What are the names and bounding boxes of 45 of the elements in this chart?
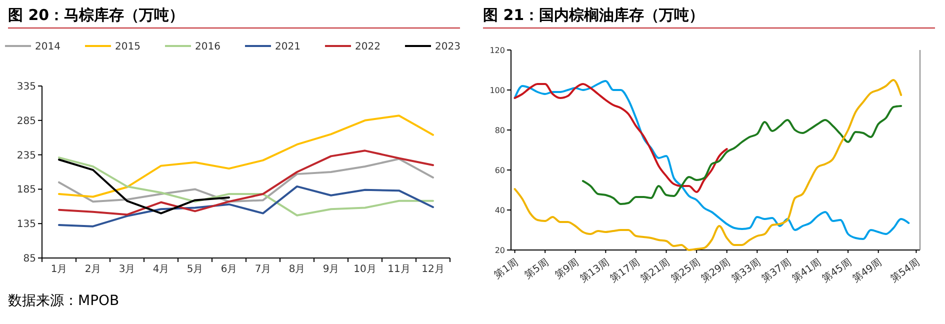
line-series: [58, 114, 434, 198]
x-tick-label: 第5周: [522, 256, 551, 282]
y-tick-label: 60: [494, 166, 505, 175]
x-tick-label: 2月: [84, 264, 102, 275]
y-tick-label: 40: [494, 206, 505, 215]
x-tick-label: 4月: [152, 264, 170, 275]
x-tick-label: 8月: [288, 264, 306, 275]
line-series: [58, 185, 434, 228]
x-tick-label: 第45周: [820, 256, 854, 285]
x-tick-label: 9月: [322, 264, 340, 275]
y-tick-label: 120: [490, 46, 505, 55]
y-tick-label: 80: [494, 126, 505, 135]
y-tick-label: 235: [16, 150, 36, 162]
legend-label: 2016: [195, 42, 220, 52]
legend-label: 2015: [115, 42, 140, 52]
x-tick-label: 10月: [354, 264, 376, 275]
y-tick-label: 285: [16, 116, 36, 127]
x-tick-label: 第1周: [492, 256, 521, 282]
legend-label: 2022: [355, 42, 380, 52]
x-tick-label: 12月: [422, 264, 444, 275]
chart-title: 图 20：马棕库存（万吨）: [8, 6, 184, 24]
legend-label: 2021: [275, 42, 300, 52]
x-tick-label: 第25周: [668, 256, 702, 285]
y-tick-label: 185: [16, 184, 36, 196]
line-series: [582, 105, 902, 205]
x-tick-label: 第33周: [729, 256, 763, 285]
line-series: [58, 158, 434, 203]
y-tick-label: 85: [23, 254, 36, 264]
x-tick-label: 1月: [50, 264, 68, 275]
legend-label: 2023: [435, 42, 460, 52]
chart-title: 图 21：国内棕榈油库存（万吨）: [483, 6, 704, 24]
x-tick-label: 第54周: [888, 256, 922, 285]
legend-label: 2014: [35, 42, 60, 52]
x-tick-label: 3月: [118, 264, 136, 275]
y-tick-label: 335: [16, 82, 36, 92]
x-tick-label: 7月: [254, 264, 272, 275]
x-tick-label: 6月: [220, 264, 238, 275]
line-series: [514, 83, 728, 193]
x-tick-label: 11月: [388, 264, 410, 275]
x-tick-label: 5月: [186, 264, 204, 275]
y-tick-label: 135: [16, 219, 36, 230]
source-note: 数据来源：MPOB: [8, 293, 120, 309]
y-tick-label: 20: [494, 246, 505, 255]
y-tick-label: 100: [490, 86, 505, 95]
line-series: [58, 158, 230, 214]
